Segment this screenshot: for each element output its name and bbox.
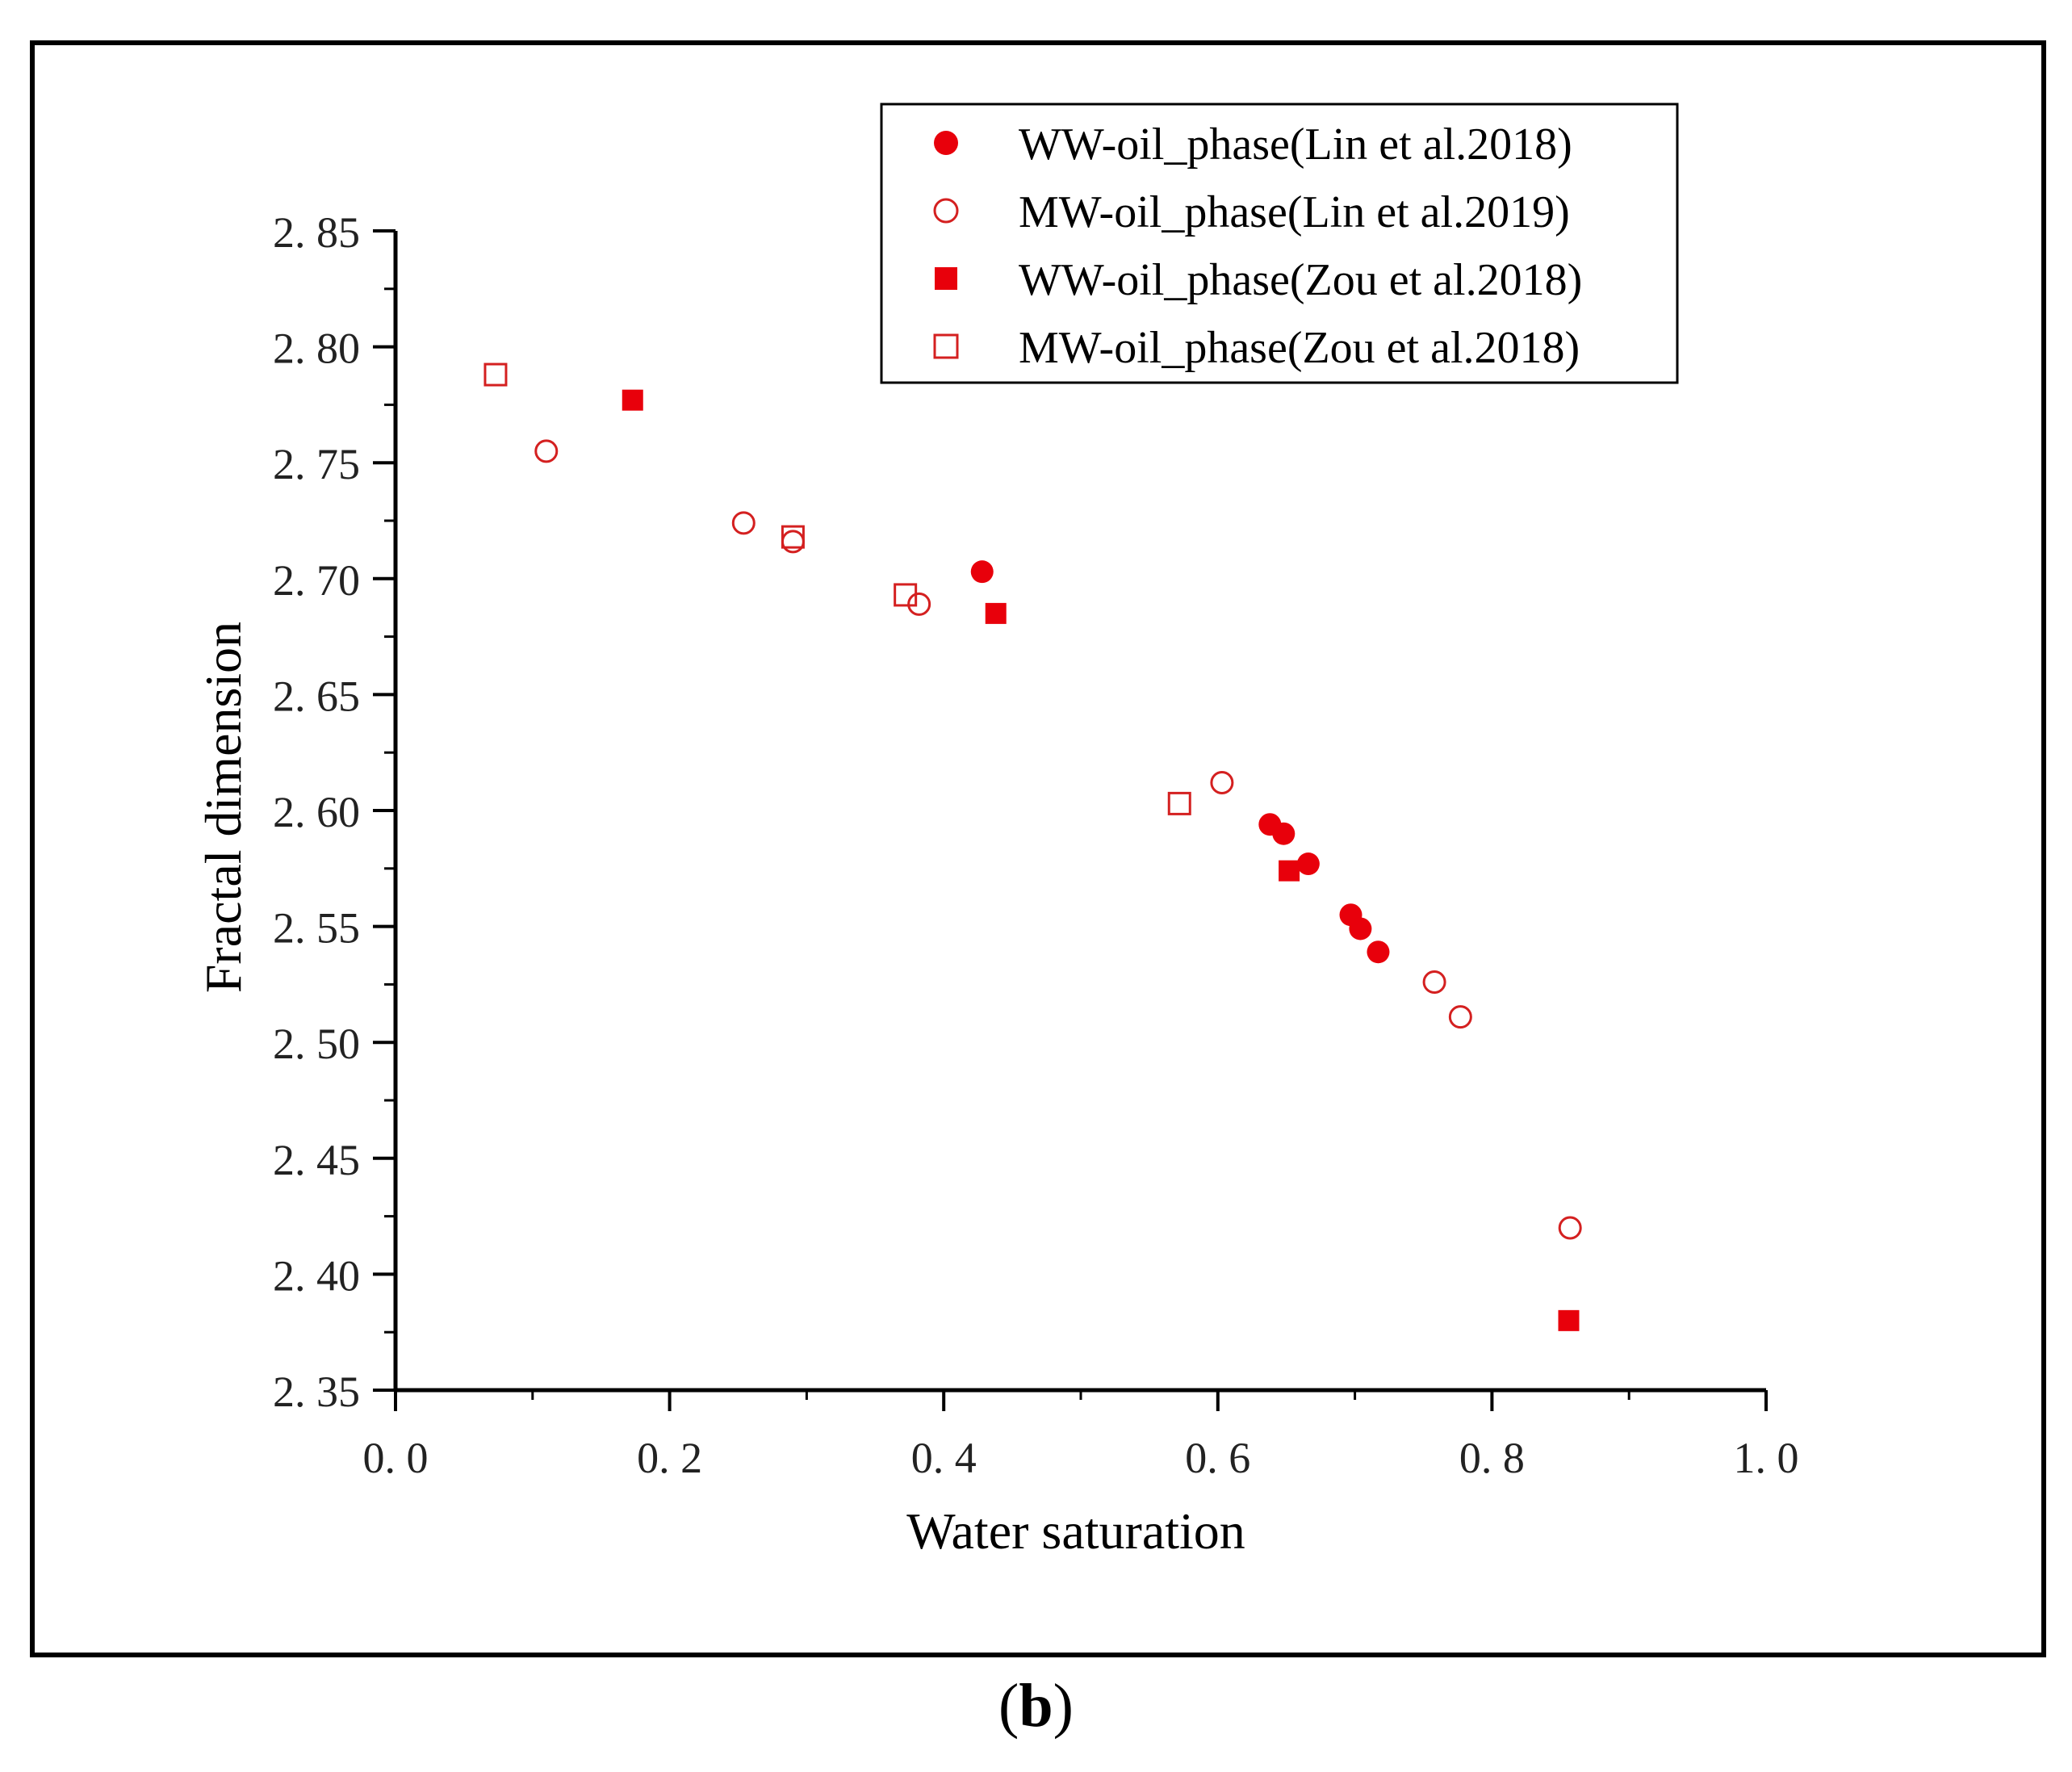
- legend-box: [880, 103, 1679, 384]
- data-point-square-open: [894, 583, 918, 607]
- y-tick-label: 2. 80: [273, 325, 360, 373]
- y-tick-label: 2. 55: [273, 904, 360, 953]
- x-tick-label: 1. 0: [1734, 1434, 1799, 1482]
- data-point-circle-open: [1558, 1216, 1582, 1240]
- caption-close-paren: ): [1053, 1672, 1074, 1740]
- data-point-circle-open: [907, 592, 931, 616]
- data-point-square-open: [781, 525, 805, 549]
- data-point-circle-open: [1448, 1005, 1472, 1029]
- legend-marker-square-open: [933, 333, 959, 359]
- data-point-square-filled: [622, 389, 643, 411]
- legend-entry-label: WW-oil_phase(Zou et al.2018): [1019, 255, 1582, 305]
- figure-caption: (b): [0, 1671, 2072, 1741]
- y-axis-label: Fractal dimension: [195, 622, 252, 993]
- legend-entry-label: MW-oil_phase(Lin et al.2019): [1019, 187, 1570, 237]
- data-point-circle-filled: [1272, 822, 1296, 845]
- legend-marker-square-filled: [935, 267, 957, 290]
- data-point-square-open: [1167, 791, 1191, 815]
- caption-open-paren: (: [998, 1672, 1019, 1740]
- data-point-circle-filled: [1349, 917, 1372, 940]
- caption-letter: b: [1019, 1672, 1053, 1740]
- data-point-square-open: [483, 362, 508, 387]
- data-point-circle-open: [1422, 970, 1446, 995]
- x-axis-label: Water saturation: [906, 1502, 1245, 1560]
- data-point-circle-open: [1210, 771, 1234, 795]
- y-tick-label: 2. 65: [273, 672, 360, 720]
- data-point-square-filled: [1558, 1309, 1580, 1331]
- x-tick-label: 0. 4: [911, 1434, 977, 1482]
- y-tick-label: 2. 35: [273, 1368, 360, 1416]
- y-tick-label: 2. 40: [273, 1251, 360, 1300]
- y-tick-label: 2. 75: [273, 440, 360, 488]
- data-point-circle-open: [731, 511, 756, 535]
- legend-marker-circle-open: [933, 198, 959, 224]
- legend-entry-label: MW-oil_phase(Zou et al.2018): [1019, 323, 1580, 373]
- data-point-circle-filled: [1296, 852, 1320, 876]
- x-tick-label: 0. 2: [637, 1434, 702, 1482]
- x-tick-label: 0. 6: [1185, 1434, 1250, 1482]
- data-point-circle-filled: [1367, 940, 1390, 964]
- data-point-circle-filled: [970, 560, 994, 584]
- data-point-square-filled: [985, 602, 1007, 624]
- data-point-circle-open: [534, 439, 559, 463]
- y-tick-label: 2. 50: [273, 1020, 360, 1068]
- x-tick-label: 0. 0: [363, 1434, 429, 1482]
- y-tick-label: 2. 60: [273, 788, 360, 836]
- data-point-square-filled: [1279, 860, 1300, 882]
- y-tick-label: 2. 85: [273, 208, 360, 257]
- legend-marker-circle-filled: [934, 131, 958, 155]
- legend-entry-label: WW-oil_phase(Lin et al.2018): [1019, 119, 1572, 170]
- x-tick-label: 0. 8: [1459, 1434, 1525, 1482]
- y-tick-label: 2. 70: [273, 556, 360, 605]
- y-tick-label: 2. 45: [273, 1136, 360, 1184]
